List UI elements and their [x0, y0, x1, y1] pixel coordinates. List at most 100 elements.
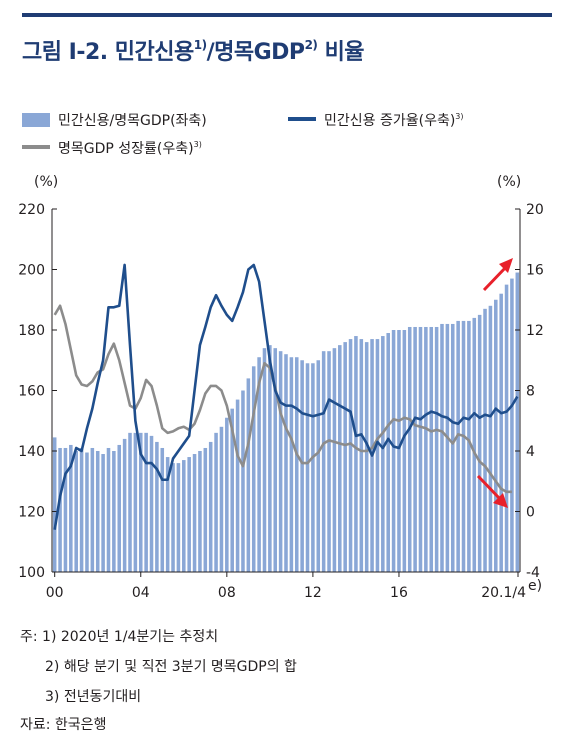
x-tick-label: 20.1/4 [481, 585, 526, 601]
bar [246, 378, 251, 572]
legend-label-bar: 민간신용/명목GDP(좌축) [58, 113, 207, 129]
right-tick-label: 4 [526, 444, 535, 460]
bar [241, 390, 245, 572]
right-tick-label: 12 [526, 323, 544, 339]
bar [483, 308, 487, 572]
bar [203, 447, 208, 572]
bar [294, 357, 299, 572]
bar [101, 454, 105, 572]
bar [316, 360, 321, 572]
bar [289, 357, 294, 572]
right-tick-label: -4 [526, 565, 540, 581]
bar [364, 342, 369, 572]
title-top-rule [22, 13, 552, 17]
legend-credit-footnote: 3) [455, 112, 464, 121]
bar [214, 432, 218, 572]
bar [440, 323, 444, 572]
bar [85, 452, 89, 572]
bar [251, 366, 256, 572]
bar [424, 326, 428, 572]
legend-item-credit: 민간신용 증가율(우축)3) [288, 110, 464, 130]
bar [149, 435, 154, 573]
gdp-growth-line [53, 304, 512, 494]
x-tick-label: 12 [304, 585, 322, 601]
bar [225, 417, 229, 572]
title-end: 비율 [317, 40, 365, 65]
bar [171, 463, 175, 572]
bar [354, 336, 358, 572]
bar [418, 326, 423, 572]
right-tick-label: 8 [526, 384, 535, 400]
bar [407, 326, 412, 572]
bar [504, 284, 509, 573]
bar [381, 336, 385, 572]
bar [79, 447, 84, 572]
note-3: 3) 전년동기대비 [45, 689, 142, 705]
bar [456, 320, 460, 572]
bar [230, 408, 234, 572]
x-tick-label: 08 [218, 585, 236, 601]
bar [461, 320, 466, 572]
x-tick-label: 00 [46, 585, 64, 601]
note-2: 2) 해당 분기 및 직전 3분기 명목GDP의 합 [45, 659, 297, 675]
legend-swatch-bar [22, 113, 50, 127]
bar [477, 314, 482, 573]
bar [494, 299, 498, 572]
source-note: 자료: 한국은행 [20, 717, 107, 733]
right-tick-label: 0 [526, 505, 535, 521]
x-last-footnote: e) [528, 578, 542, 594]
bar [278, 351, 283, 572]
bar [391, 330, 396, 572]
bar [192, 454, 197, 572]
bar [257, 357, 261, 572]
bar [219, 426, 224, 572]
legend-swatch-gdp [22, 145, 50, 149]
left-tick-label: 140 [18, 444, 45, 460]
right-tick-label: 16 [526, 263, 544, 279]
bar [343, 342, 347, 572]
bar [300, 360, 304, 572]
bar [311, 363, 315, 572]
title-mid: /명목GDP [206, 40, 305, 65]
bar [305, 363, 310, 572]
bar [338, 345, 342, 573]
left-tick-label: 180 [18, 323, 45, 339]
title-footnote-2: 2) [304, 38, 318, 52]
title-footnote-1: 1) [193, 38, 207, 52]
legend-item-bar: 민간신용/명목GDP(좌축) [22, 110, 207, 130]
bar [160, 447, 165, 572]
bar [375, 339, 380, 572]
legend-item-gdp: 명목GDP 성장률(우축)3) [22, 138, 202, 158]
bar [397, 330, 401, 572]
bar [122, 438, 127, 572]
legend-swatch-credit [288, 117, 316, 121]
bar [52, 437, 57, 572]
bar [434, 326, 439, 572]
bar [262, 348, 267, 572]
bar [90, 447, 95, 572]
credit-growth-line [53, 263, 519, 530]
bar [128, 432, 132, 572]
figure-title: 그림 Ⅰ-2. 민간신용1)/명목GDP2) 비율 [22, 34, 365, 66]
x-tick-label: 04 [132, 585, 150, 601]
note-1: 주: 1) 2020년 1/4분기는 추정치 [20, 629, 219, 645]
bar [58, 447, 62, 572]
x-tick-label: 16 [390, 585, 408, 601]
bar [198, 451, 202, 572]
bar [327, 351, 331, 572]
bar [321, 351, 326, 572]
right-ticks: -4 0 4 8 12 16 20 [515, 202, 544, 581]
bar [187, 457, 191, 572]
bar [450, 323, 455, 572]
legend-label-gdp: 명목GDP 성장률(우축) [58, 141, 194, 157]
left-tick-label: 220 [18, 202, 45, 218]
bar [235, 399, 240, 572]
bar [144, 432, 148, 572]
bar [74, 451, 78, 572]
bar [429, 326, 434, 572]
left-tick-label: 100 [18, 565, 45, 581]
left-tick-label: 200 [18, 263, 45, 279]
bar [117, 444, 122, 572]
bar [413, 326, 417, 572]
bar [182, 460, 186, 572]
